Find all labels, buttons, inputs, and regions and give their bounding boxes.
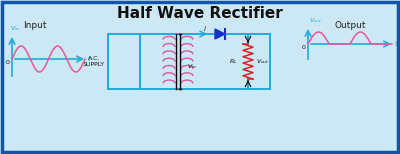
- Text: $R_L$: $R_L$: [230, 57, 238, 66]
- Text: $V_{out}$: $V_{out}$: [256, 57, 270, 66]
- Text: i: i: [204, 26, 206, 32]
- Text: A.C.
SUPPLY: A.C. SUPPLY: [83, 56, 105, 67]
- Text: 0: 0: [302, 45, 306, 50]
- Text: $V_{in}$: $V_{in}$: [10, 24, 20, 33]
- Text: Input: Input: [23, 20, 47, 30]
- Text: $V_{in}$: $V_{in}$: [187, 62, 197, 71]
- Polygon shape: [215, 29, 225, 39]
- Text: t: t: [88, 56, 91, 62]
- Text: Half Wave Rectifier: Half Wave Rectifier: [117, 6, 283, 20]
- Text: t: t: [395, 41, 398, 47]
- Text: Output: Output: [334, 20, 366, 30]
- Text: 0: 0: [6, 60, 10, 65]
- Text: $V_{out}$: $V_{out}$: [309, 16, 322, 25]
